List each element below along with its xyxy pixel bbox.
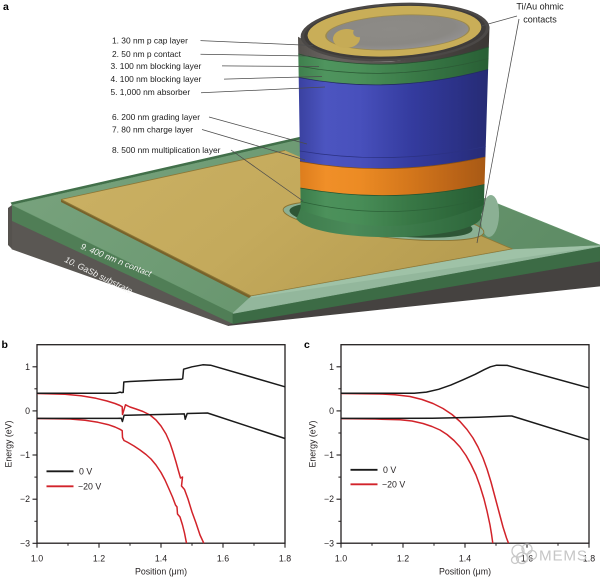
- svg-text:4. 100 nm blocking layer: 4. 100 nm blocking layer: [111, 74, 202, 84]
- svg-text:2. 50 nm p contact: 2. 50 nm p contact: [112, 49, 182, 59]
- svg-text:1. 30 nm p cap layer: 1. 30 nm p cap layer: [112, 36, 188, 46]
- svg-text:1.2: 1.2: [397, 554, 409, 564]
- svg-text:1.8: 1.8: [583, 554, 595, 564]
- svg-text:1.2: 1.2: [93, 554, 105, 564]
- svg-text:contacts: contacts: [523, 15, 557, 25]
- svg-text:−20 V: −20 V: [382, 479, 405, 489]
- svg-text:−1: −1: [324, 450, 334, 460]
- svg-text:c: c: [304, 339, 310, 351]
- svg-text:0: 0: [329, 406, 334, 416]
- svg-text:1.4: 1.4: [155, 554, 167, 564]
- svg-text:Ti/Au ohmic: Ti/Au ohmic: [516, 2, 564, 12]
- svg-text:Energy (eV): Energy (eV): [4, 420, 14, 467]
- svg-text:1.4: 1.4: [459, 554, 471, 564]
- svg-text:−3: −3: [324, 538, 334, 548]
- svg-text:1.0: 1.0: [335, 554, 347, 564]
- svg-text:1.0: 1.0: [31, 554, 43, 564]
- svg-text:6. 200 nm grading layer: 6. 200 nm grading layer: [112, 112, 200, 122]
- svg-text:1.6: 1.6: [217, 554, 229, 564]
- svg-text:Position (μm): Position (μm): [439, 567, 491, 577]
- svg-text:0: 0: [25, 406, 30, 416]
- svg-text:−2: −2: [20, 494, 30, 504]
- svg-text:1: 1: [25, 362, 30, 372]
- svg-text:−1: −1: [20, 450, 30, 460]
- svg-text:−20 V: −20 V: [78, 481, 101, 491]
- svg-text:a: a: [3, 1, 9, 13]
- svg-text:−2: −2: [324, 494, 334, 504]
- svg-text:MEMS: MEMS: [539, 548, 588, 565]
- svg-text:−3: −3: [20, 538, 30, 548]
- svg-text:0 V: 0 V: [383, 465, 396, 475]
- svg-text:1.8: 1.8: [279, 554, 291, 564]
- svg-text:Energy (eV): Energy (eV): [308, 420, 318, 467]
- svg-text:3. 100 nm blocking layer: 3. 100 nm blocking layer: [111, 61, 202, 71]
- svg-text:Position (μm): Position (μm): [135, 567, 187, 577]
- svg-text:7. 80 nm charge layer: 7. 80 nm charge layer: [112, 125, 193, 135]
- svg-text:8. 500 nm multiplication layer: 8. 500 nm multiplication layer: [112, 145, 221, 155]
- svg-text:0 V: 0 V: [79, 466, 92, 476]
- svg-text:5. 1,000 nm absorber: 5. 1,000 nm absorber: [111, 87, 191, 97]
- svg-text:b: b: [2, 339, 8, 351]
- svg-text:1: 1: [329, 362, 334, 372]
